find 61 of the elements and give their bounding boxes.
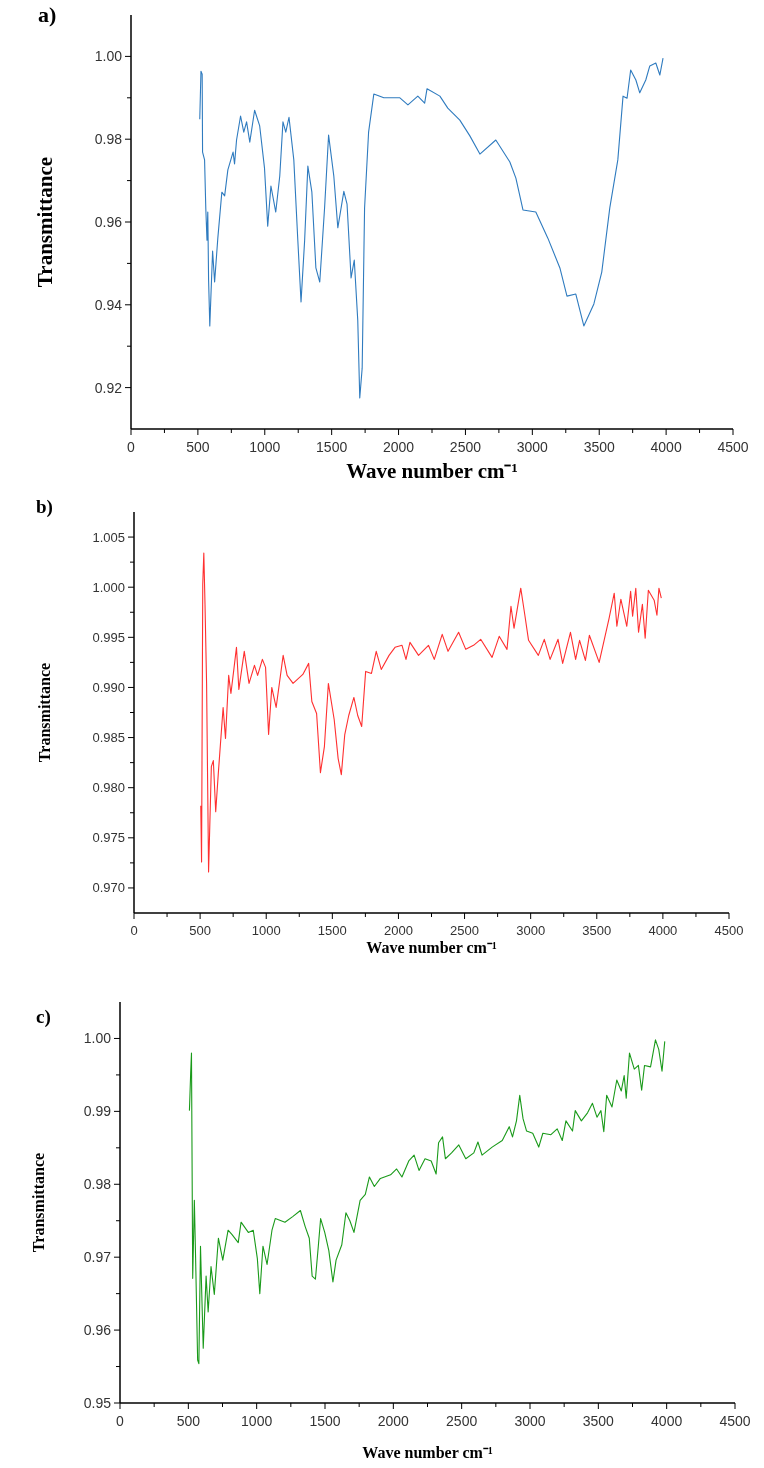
line-series [188,1039,666,1365]
y-tick-label: 0.98 [83,1176,112,1193]
x-tick-label: 2000 [383,923,413,938]
y-tick-label: 0.990 [92,679,125,695]
y-tick-label: 1.005 [92,529,125,545]
x-tick-label: 3500 [582,1413,615,1429]
x-tick-label: 2000 [377,1413,410,1429]
y-tick-label: 1.00 [94,48,123,65]
y-tick-label: 0.970 [92,880,125,896]
x-tick-label: 2000 [382,439,415,455]
x-tick-label: 4000 [648,923,678,938]
x-tick-label: 0 [116,1413,125,1429]
line-series [199,57,664,399]
x-tick-label: 1000 [251,923,281,938]
y-tick-label: 0.92 [94,379,123,396]
y-tick-label: 0.96 [83,1321,112,1338]
y-tick-label: 0.98 [94,131,123,148]
x-tick-label: 0 [130,923,138,938]
y-tick-label: 0.985 [92,730,125,746]
x-tick-label: 1500 [317,923,347,938]
y-axis-title: Transmittance [33,156,57,288]
x-tick-label: 500 [189,923,211,938]
x-tick-label: 3000 [516,439,549,455]
x-tick-label: 4500 [719,1413,751,1429]
y-tick-label: 0.95 [83,1394,112,1411]
y-tick-label: 0.99 [83,1103,112,1120]
y-tick-label: 1.000 [92,579,125,595]
x-tick-label: 4000 [650,439,682,455]
x-tick-label: 3500 [583,439,615,455]
y-tick-label: 0.975 [92,830,125,846]
x-tick-label: 500 [176,1413,201,1429]
x-tick-label: 1000 [249,439,281,455]
y-axis-title: Transmittance [30,1152,47,1253]
y-tick-label: 0.94 [94,296,123,313]
x-tick-label: 2500 [449,439,482,455]
x-tick-label: 1500 [316,439,348,455]
y-tick-label: 0.980 [92,780,125,796]
x-tick-label: 3000 [516,923,546,938]
y-tick-label: 0.97 [83,1249,112,1266]
x-axis-title: Wave number cm⁻¹ [346,459,518,483]
chart-title: a) [38,2,57,27]
x-axis-title: Wave number cm⁻¹ [362,1444,493,1461]
x-tick-label: 2500 [446,1413,478,1429]
y-tick-label: 1.00 [83,1030,112,1047]
x-tick-label: 0 [127,439,136,455]
x-tick-label: 3500 [582,923,612,938]
x-tick-label: 2500 [450,923,480,938]
chart-title: c) [36,1006,51,1028]
y-tick-label: 0.995 [92,629,125,645]
x-tick-label: 1500 [309,1413,341,1429]
x-tick-label: 4500 [714,923,744,938]
chart-title: b) [36,496,53,518]
x-tick-label: 500 [186,439,210,455]
x-tick-label: 1000 [241,1413,273,1429]
line-series [200,552,662,873]
x-axis-title: Wave number cm⁻¹ [366,939,497,956]
x-tick-label: 3000 [514,1413,546,1429]
y-axis-title: Transmittance [36,662,53,763]
y-tick-label: 0.96 [94,213,123,230]
x-tick-label: 4500 [717,439,749,455]
x-tick-label: 4000 [651,1413,683,1429]
